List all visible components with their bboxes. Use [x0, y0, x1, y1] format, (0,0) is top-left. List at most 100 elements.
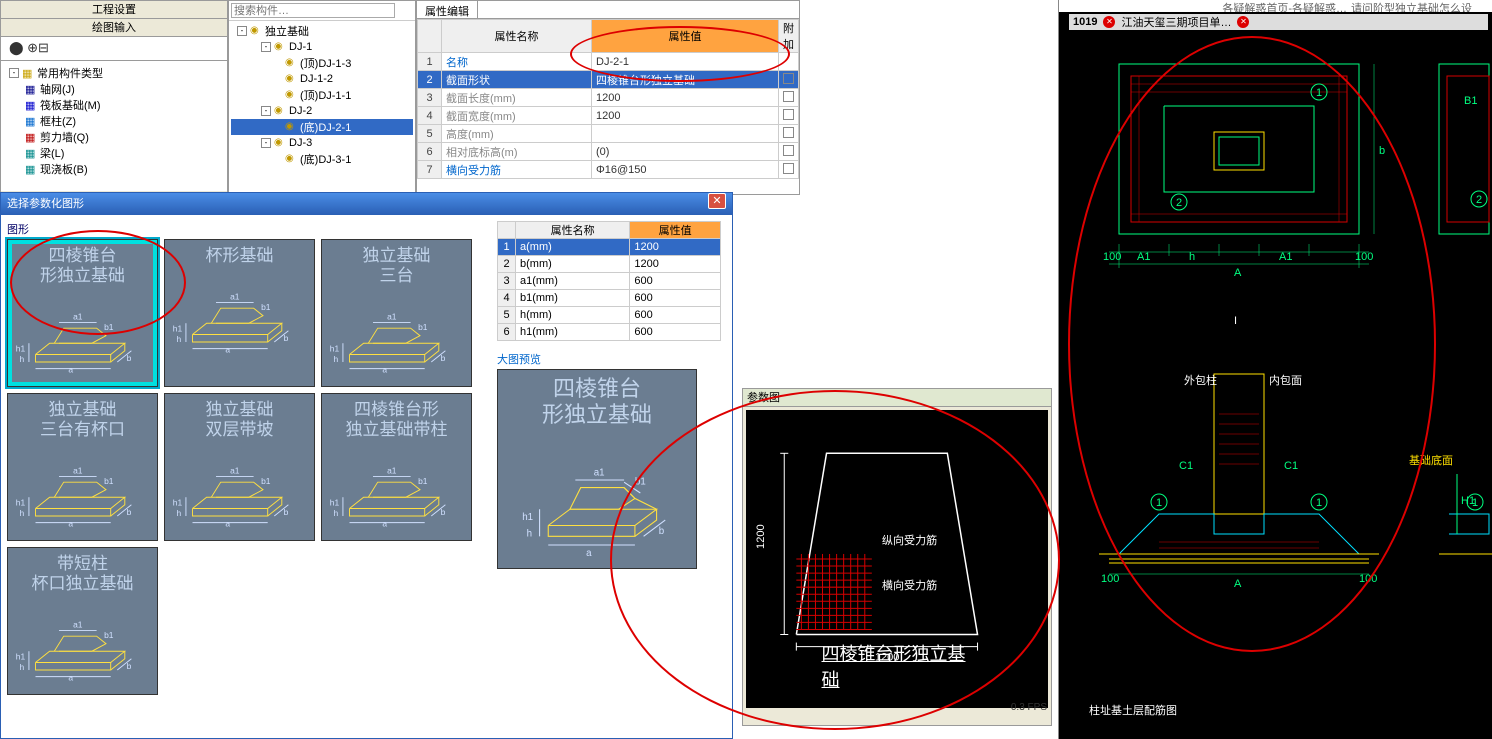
property-row[interactable]: 3截面长度(mm)1200: [418, 89, 799, 107]
close-icon[interactable]: ✕: [708, 193, 726, 209]
col-prop-extra: 附加: [779, 20, 799, 53]
shapes-label: 图形: [7, 221, 485, 237]
foundation-item[interactable]: ◉(底)DJ-3-1: [231, 151, 413, 167]
svg-text:b: b: [659, 526, 665, 537]
svg-text:b: b: [441, 353, 446, 363]
search-input[interactable]: [231, 3, 395, 18]
svg-text:b1: b1: [261, 476, 271, 486]
svg-text:a1: a1: [73, 466, 83, 476]
tab-draw-input[interactable]: 绘图输入: [1, 19, 227, 37]
drawing-tab[interactable]: 1019 ✕ 江油天玺三期项目单… ✕: [1069, 14, 1488, 30]
svg-text:C1: C1: [1179, 460, 1193, 472]
preview-title: 四棱锥台形独立基础: [502, 374, 692, 428]
svg-text:b: b: [1379, 145, 1385, 157]
dialog-titlebar[interactable]: 选择参数化图形 ✕: [1, 193, 732, 215]
tree-item[interactable]: ▦梁(L): [5, 145, 223, 161]
foundation-item[interactable]: -◉DJ-2: [231, 103, 413, 119]
tab-project-settings[interactable]: 工程设置: [1, 1, 227, 19]
svg-text:b1: b1: [418, 476, 428, 486]
foundation-item[interactable]: ◉DJ-1-2: [231, 71, 413, 87]
svg-text:1: 1: [1316, 87, 1322, 99]
tree-item[interactable]: ▦现浇板(B): [5, 161, 223, 177]
component-toolbar[interactable]: ⬤ ⊕⊟: [1, 37, 227, 61]
shape-option[interactable]: 独立基础双层带坡aba1b1h1h: [164, 393, 315, 541]
shape-option[interactable]: 独立基础三台有杯口aba1b1h1h: [7, 393, 158, 541]
shape-option[interactable]: 四棱锥台形独立基础aba1b1h1h: [7, 239, 158, 387]
property-tab-bar: 属性编辑: [417, 1, 799, 19]
cad-viewport[interactable]: 各疑解惑首页-各疑解惑… 请问阶型独立基础怎么设 1019 ✕ 江油天玺三期项目…: [1058, 0, 1492, 739]
tree-item[interactable]: ▦轴网(J): [5, 81, 223, 97]
parameter-figure-panel: 参数图 纵向受力筋 横向受力筋 1200: [742, 388, 1052, 726]
param-row[interactable]: 6h1(mm)600: [498, 324, 721, 341]
browser-tabs: 各疑解惑首页-各疑解惑… 请问阶型独立基础怎么设: [1059, 0, 1492, 12]
property-row[interactable]: 4截面宽度(mm)1200: [418, 107, 799, 125]
close-icon[interactable]: ✕: [1237, 16, 1249, 28]
property-table: 属性名称 属性值 附加 1名称DJ-2-12截面形状四棱锥台形独立基础3截面长度…: [417, 19, 799, 179]
tree-item[interactable]: -▦常用构件类型: [5, 65, 223, 81]
col-param-name: 属性名称: [516, 222, 630, 239]
svg-text:a1: a1: [230, 292, 240, 302]
property-row[interactable]: 7横向受力筋Φ16@150: [418, 161, 799, 179]
foundation-item[interactable]: ◉(底)DJ-2-1: [231, 119, 413, 135]
svg-text:柱址基土层配筋图: 柱址基土层配筋图: [1089, 703, 1177, 717]
svg-text:a1: a1: [230, 466, 240, 476]
property-row[interactable]: 2截面形状四棱锥台形独立基础: [418, 71, 799, 89]
cad-drawing: 1 2 100 A1 h A1 100 A b B1 2 I 外包柱 内包面: [1059, 34, 1492, 724]
param-row[interactable]: 5h(mm)600: [498, 307, 721, 324]
svg-text:2: 2: [1476, 194, 1482, 206]
dialog-title: 选择参数化图形: [7, 193, 84, 215]
param-row[interactable]: 2b(mm)1200: [498, 256, 721, 273]
shape-option[interactable]: 带短柱杯口独立基础aba1b1h1h: [7, 547, 158, 695]
shapes-area: 图形 四棱锥台形独立基础aba1b1h1h杯形基础aba1b1h1h独立基础三台…: [1, 215, 491, 737]
component-type-tree: -▦常用构件类型▦轴网(J)▦筏板基础(M)▦框柱(Z)▦剪力墙(Q)▦梁(L)…: [1, 61, 227, 191]
tree-item[interactable]: ▦框柱(Z): [5, 113, 223, 129]
param-row[interactable]: 1a(mm)1200: [498, 239, 721, 256]
browser-tab[interactable]: 各疑解惑首页-各疑解惑…: [1222, 0, 1347, 12]
svg-text:a1: a1: [387, 312, 397, 322]
svg-text:100: 100: [1101, 573, 1119, 585]
project-panel: 工程设置 绘图输入 ⬤ ⊕⊟ -▦常用构件类型▦轴网(J)▦筏板基础(M)▦框柱…: [0, 0, 228, 195]
property-row[interactable]: 1名称DJ-2-1: [418, 53, 799, 71]
property-row[interactable]: 5高度(mm): [418, 125, 799, 143]
svg-text:a1: a1: [73, 620, 83, 630]
svg-text:横向受力筋: 横向受力筋: [882, 578, 937, 592]
foundation-tree: -◉独立基础-◉DJ-1◉(顶)DJ-1-3◉DJ-1-2◉(顶)DJ-1-1-…: [229, 21, 415, 169]
foundation-item[interactable]: -◉DJ-1: [231, 39, 413, 55]
shape-option[interactable]: 四棱锥台形独立基础带柱aba1b1h1h: [321, 393, 472, 541]
tree-item[interactable]: ▦剪力墙(Q): [5, 129, 223, 145]
tab-property-edit[interactable]: 属性编辑: [417, 1, 478, 18]
svg-text:b1: b1: [104, 476, 114, 486]
svg-text:b1: b1: [418, 322, 428, 332]
foundation-item[interactable]: -◉DJ-3: [231, 135, 413, 151]
parameter-figure-caption: 四棱锥台形独立基础: [822, 640, 973, 692]
component-list-panel: -◉独立基础-◉DJ-1◉(顶)DJ-1-3◉DJ-1-2◉(顶)DJ-1-1-…: [228, 0, 416, 195]
svg-text:a: a: [225, 344, 230, 354]
param-row[interactable]: 4b1(mm)600: [498, 290, 721, 307]
parameter-figure-body: 纵向受力筋 横向受力筋 1200 1200 四棱锥台形独立基础: [746, 410, 1048, 708]
svg-text:a: a: [68, 672, 73, 682]
svg-text:h: h: [20, 662, 25, 672]
property-panel: 属性编辑 属性名称 属性值 附加 1名称DJ-2-12截面形状四棱锥台形独立基础…: [416, 0, 800, 195]
svg-text:b1: b1: [104, 322, 114, 332]
svg-text:b: b: [127, 353, 132, 363]
svg-text:a: a: [382, 364, 387, 374]
tree-item[interactable]: ▦筏板基础(M): [5, 97, 223, 113]
svg-text:h: h: [177, 508, 182, 518]
foundation-item[interactable]: ◉(顶)DJ-1-3: [231, 55, 413, 71]
parameter-figure-title: 参数图: [743, 389, 1051, 407]
shape-option[interactable]: 杯形基础aba1b1h1h: [164, 239, 315, 387]
svg-text:1: 1: [1472, 497, 1478, 509]
svg-text:b: b: [284, 507, 289, 517]
property-row[interactable]: 6相对底标高(m)(0): [418, 143, 799, 161]
foundation-item[interactable]: ◉(顶)DJ-1-1: [231, 87, 413, 103]
svg-text:B1: B1: [1464, 95, 1477, 107]
search-box: [229, 1, 415, 21]
svg-text:A: A: [1234, 578, 1242, 590]
svg-text:a1: a1: [73, 312, 83, 322]
svg-text:a: a: [382, 518, 387, 528]
close-icon[interactable]: ✕: [1103, 16, 1115, 28]
browser-tab[interactable]: 请问阶型独立基础怎么设: [1351, 0, 1472, 12]
shape-option[interactable]: 独立基础三台aba1b1h1h: [321, 239, 472, 387]
param-row[interactable]: 3a1(mm)600: [498, 273, 721, 290]
foundation-item[interactable]: -◉独立基础: [231, 23, 413, 39]
